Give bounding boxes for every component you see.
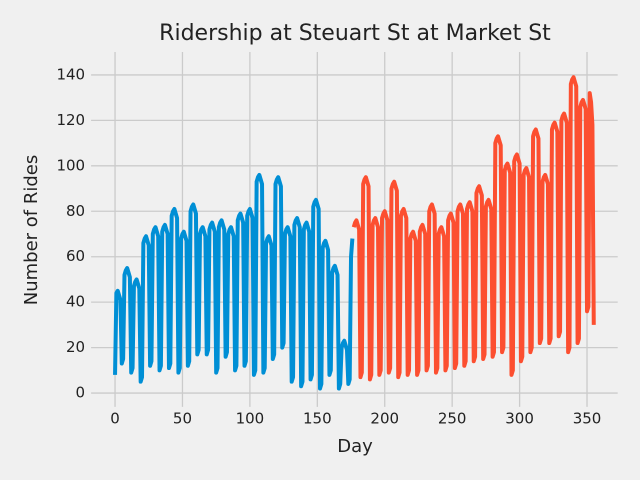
x-tick-label: 100 (236, 409, 265, 427)
y-tick-label: 0 (76, 384, 86, 402)
x-tick-label: 150 (303, 409, 332, 427)
y-tick-label: 120 (56, 111, 85, 129)
x-tick-label: 350 (573, 409, 602, 427)
y-tick-label: 80 (66, 202, 85, 220)
y-tick-label: 20 (66, 338, 85, 356)
x-axis-label: Day (337, 436, 373, 457)
y-axis-label: Number of Rides (21, 155, 42, 306)
x-tick-label: 250 (438, 409, 467, 427)
y-tick-label: 140 (56, 65, 85, 83)
chart-title: Ridership at Steuart St at Market St (159, 21, 551, 46)
y-tick-label: 40 (66, 293, 85, 311)
x-tick-label: 50 (173, 409, 192, 427)
x-tick-label: 0 (110, 409, 120, 427)
data-line (113, 172, 355, 391)
y-tick-label: 100 (56, 156, 85, 174)
y-tick-label: 60 (66, 247, 85, 265)
lines (113, 75, 596, 391)
x-tick-label: 300 (505, 409, 534, 427)
x-tick-label: 200 (370, 409, 399, 427)
data-line (351, 75, 596, 382)
